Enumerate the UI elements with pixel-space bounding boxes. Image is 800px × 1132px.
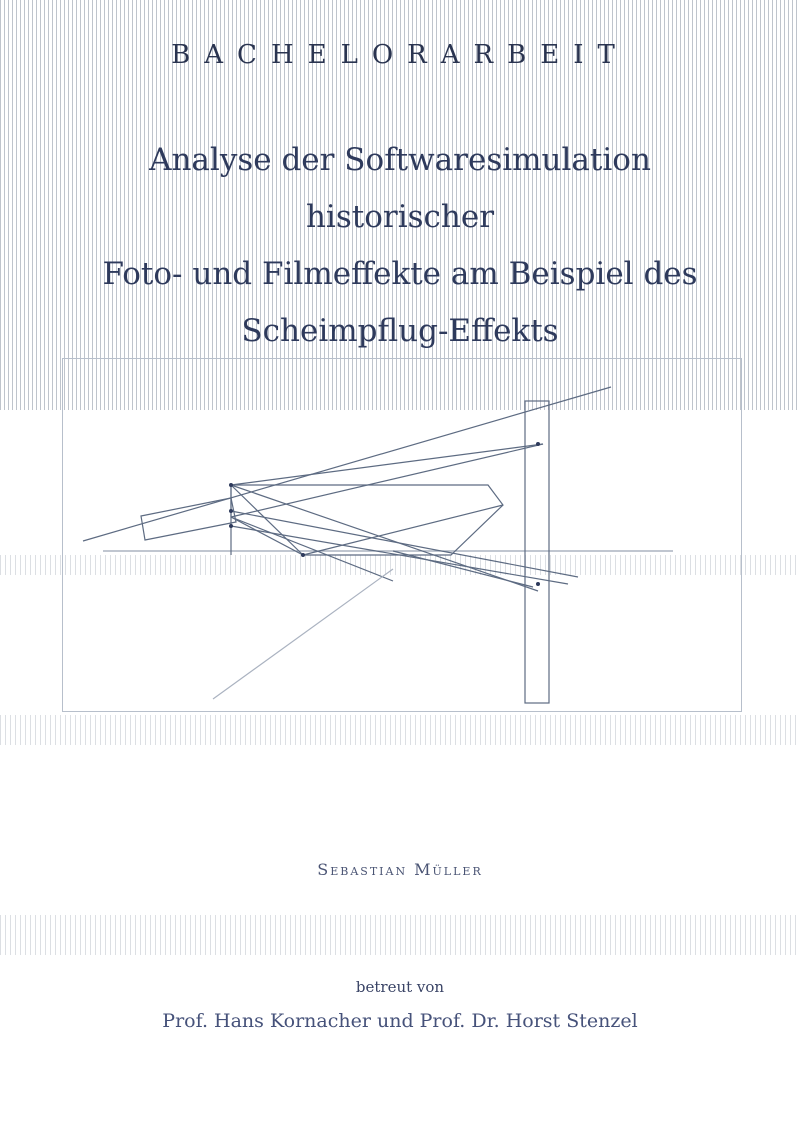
focal-point (536, 582, 540, 586)
scan-texture (0, 0, 800, 410)
thesis-title: Analyse der Softwaresimulation historisc… (60, 132, 740, 360)
diagram-svg (82, 386, 673, 704)
focal-point (229, 524, 233, 528)
scan-texture (0, 915, 800, 955)
ray (230, 510, 579, 578)
author-name: Sebastian Müller (317, 860, 483, 879)
scheimpflug-diagram (62, 358, 742, 712)
ray (212, 568, 394, 700)
ray (230, 484, 539, 592)
film-plane (524, 400, 550, 704)
scan-texture (0, 715, 800, 745)
focal-point (536, 442, 540, 446)
lens-element (140, 497, 237, 541)
focal-point (229, 483, 233, 487)
supervised-by-label: betreut von (355, 978, 445, 996)
ray (230, 443, 544, 486)
document-type: BACHELORARBEIT (171, 40, 629, 70)
ray (82, 386, 612, 542)
ray (230, 516, 394, 582)
title-line: Foto- und Filmeffekte am Beispiel des (102, 256, 698, 292)
ray (230, 525, 569, 585)
focal-point (301, 553, 305, 557)
ray (230, 443, 544, 518)
object-plane (230, 484, 504, 556)
title-line: Scheimpflug-Effekts (241, 313, 559, 349)
supervisors: Prof. Hans Kornacher und Prof. Dr. Horst… (162, 1010, 638, 1032)
ray (302, 504, 504, 556)
scan-texture (0, 555, 800, 575)
ray (230, 484, 304, 556)
ray (392, 550, 534, 588)
focal-point (229, 509, 233, 513)
title-line: Analyse der Softwaresimulation historisc… (149, 142, 651, 235)
